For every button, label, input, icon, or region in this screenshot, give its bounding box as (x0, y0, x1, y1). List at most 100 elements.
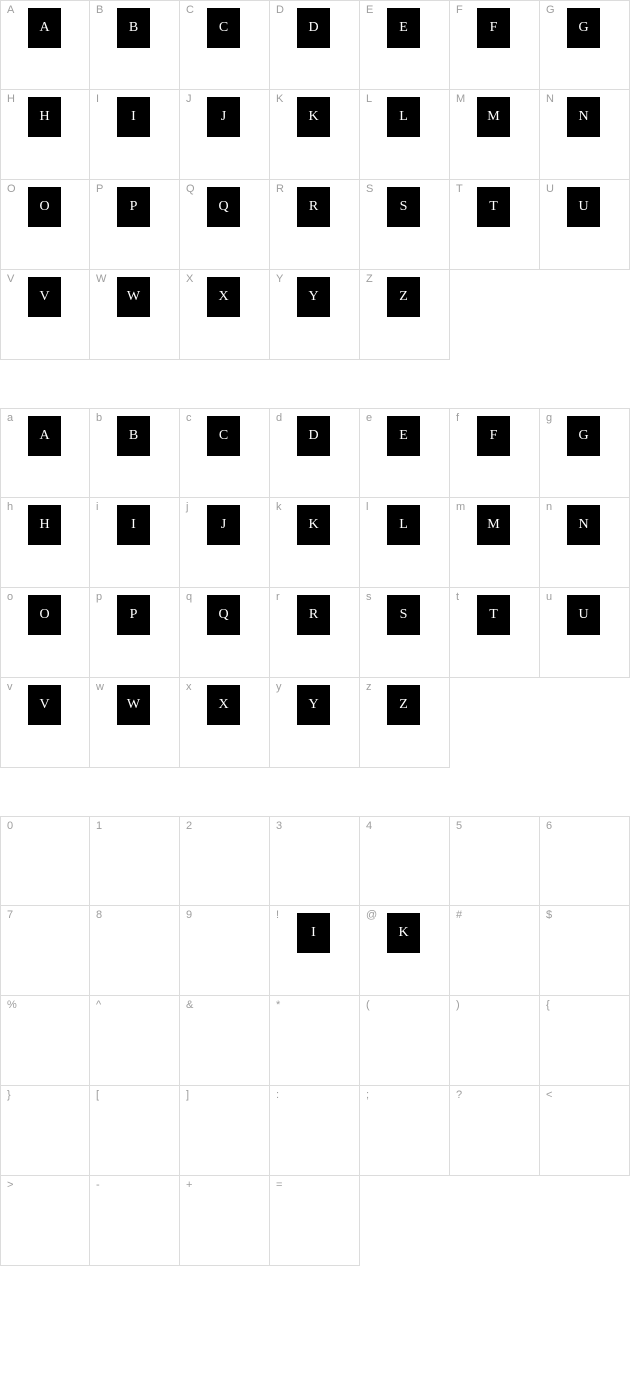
cell-label: i (96, 501, 98, 513)
charmap-cell[interactable]: 2 (180, 816, 270, 906)
charmap-cell[interactable]: : (270, 1086, 360, 1176)
charmap-cell[interactable]: LL (360, 90, 450, 180)
charmap-cell[interactable]: - (90, 1176, 180, 1266)
charmap-cell[interactable]: AA (0, 0, 90, 90)
charmap-cell[interactable]: hH (0, 498, 90, 588)
charmap-cell[interactable]: ) (450, 996, 540, 1086)
charmap-cell[interactable]: GG (540, 0, 630, 90)
charmap-cell[interactable]: VV (0, 270, 90, 360)
charmap-cell[interactable]: PP (90, 180, 180, 270)
charmap-cell[interactable]: qQ (180, 588, 270, 678)
charmap-cell[interactable]: ^ (90, 996, 180, 1086)
charmap-cell[interactable]: yY (270, 678, 360, 768)
charmap-cell[interactable]: dD (270, 408, 360, 498)
charmap-cell[interactable]: NN (540, 90, 630, 180)
charmap-cell[interactable]: SS (360, 180, 450, 270)
charmap-cell[interactable]: ] (180, 1086, 270, 1176)
charmap-cell[interactable]: XX (180, 270, 270, 360)
charmap-cell[interactable]: 0 (0, 816, 90, 906)
charmap-cell[interactable]: + (180, 1176, 270, 1266)
charmap-cell[interactable]: $ (540, 906, 630, 996)
charmap-cell[interactable]: pP (90, 588, 180, 678)
charmap-cell[interactable]: jJ (180, 498, 270, 588)
charmap-cell[interactable]: gG (540, 408, 630, 498)
charmap-cell[interactable]: DD (270, 0, 360, 90)
charmap-cell[interactable]: ZZ (360, 270, 450, 360)
charmap-cell[interactable]: { (540, 996, 630, 1086)
charmap-cell[interactable]: iI (90, 498, 180, 588)
charmap-cell[interactable]: aA (0, 408, 90, 498)
charmap-cell[interactable]: !I (270, 906, 360, 996)
charmap-cell[interactable]: ; (360, 1086, 450, 1176)
charmap-cell[interactable]: [ (90, 1086, 180, 1176)
charmap-cell[interactable]: > (0, 1176, 90, 1266)
charmap-cell[interactable]: MM (450, 90, 540, 180)
charmap-cell[interactable]: TT (450, 180, 540, 270)
charmap-cell[interactable]: YY (270, 270, 360, 360)
charmap-cell[interactable]: 7 (0, 906, 90, 996)
charmap-cell[interactable]: 1 (90, 816, 180, 906)
charmap-cell[interactable]: nN (540, 498, 630, 588)
charmap-cell[interactable]: 9 (180, 906, 270, 996)
charmap-cell[interactable]: 6 (540, 816, 630, 906)
charmap-cell[interactable]: EE (360, 0, 450, 90)
charmap-cell[interactable]: # (450, 906, 540, 996)
charmap-cell[interactable]: @K (360, 906, 450, 996)
charmap-cell[interactable]: ( (360, 996, 450, 1086)
glyph-char: F (490, 428, 498, 444)
charmap-cell[interactable]: mM (450, 498, 540, 588)
cell-label: 4 (366, 820, 372, 832)
charmap-cell[interactable]: RR (270, 180, 360, 270)
cell-label: b (96, 412, 102, 424)
glyph-char: D (308, 428, 318, 444)
cell-label: o (7, 591, 13, 603)
cell-label: O (7, 183, 16, 195)
charmap-cell[interactable]: eE (360, 408, 450, 498)
glyph-preview: Q (207, 595, 240, 635)
charmap-cell[interactable]: cC (180, 408, 270, 498)
charmap-cell[interactable]: = (270, 1176, 360, 1266)
charmap-cell[interactable]: 8 (90, 906, 180, 996)
charmap-cell[interactable]: JJ (180, 90, 270, 180)
glyph-char: J (221, 109, 226, 125)
charmap-cell[interactable]: oO (0, 588, 90, 678)
glyph-char: J (221, 517, 226, 533)
charmap-cell[interactable]: vV (0, 678, 90, 768)
glyph-preview: I (117, 505, 150, 545)
charmap-cell[interactable]: 3 (270, 816, 360, 906)
charmap-cell[interactable]: WW (90, 270, 180, 360)
charmap-cell[interactable]: HH (0, 90, 90, 180)
charmap-cell[interactable]: CC (180, 0, 270, 90)
charmap-cell[interactable]: } (0, 1086, 90, 1176)
charmap-cell[interactable]: 4 (360, 816, 450, 906)
charmap-cell[interactable]: kK (270, 498, 360, 588)
charmap-cell[interactable]: sS (360, 588, 450, 678)
charmap-cell[interactable]: fF (450, 408, 540, 498)
charmap-cell[interactable]: BB (90, 0, 180, 90)
charmap-cell[interactable]: ? (450, 1086, 540, 1176)
charmap-cell[interactable]: lL (360, 498, 450, 588)
glyph-preview: N (567, 97, 600, 137)
charmap-cell[interactable]: KK (270, 90, 360, 180)
glyph-char: S (400, 199, 408, 215)
charmap-cell[interactable]: 5 (450, 816, 540, 906)
charmap-cell[interactable]: OO (0, 180, 90, 270)
charmap-cell[interactable]: % (0, 996, 90, 1086)
charmap-cell[interactable]: wW (90, 678, 180, 768)
charmap-cell[interactable]: < (540, 1086, 630, 1176)
glyph-char: W (127, 697, 140, 713)
charmap-cell[interactable]: FF (450, 0, 540, 90)
charmap-cell[interactable]: zZ (360, 678, 450, 768)
glyph-preview: K (297, 97, 330, 137)
cell-label: 5 (456, 820, 462, 832)
charmap-cell[interactable]: rR (270, 588, 360, 678)
charmap-cell[interactable]: II (90, 90, 180, 180)
charmap-cell[interactable]: & (180, 996, 270, 1086)
charmap-cell[interactable]: QQ (180, 180, 270, 270)
charmap-cell[interactable]: * (270, 996, 360, 1086)
charmap-cell[interactable]: uU (540, 588, 630, 678)
charmap-cell[interactable]: UU (540, 180, 630, 270)
charmap-cell[interactable]: tT (450, 588, 540, 678)
charmap-cell[interactable]: xX (180, 678, 270, 768)
charmap-cell[interactable]: bB (90, 408, 180, 498)
